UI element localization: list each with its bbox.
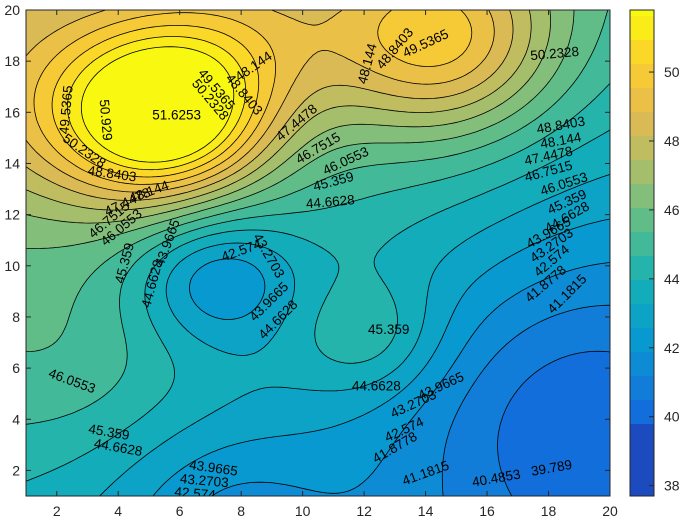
colorbar-ticks: 38 40 42 44 46 48 50: [649, 64, 680, 494]
x-tick-label: 18: [541, 503, 557, 519]
colorbar-tick-label: 50: [664, 64, 680, 80]
contour-label: 42.574: [174, 484, 217, 503]
colorbar: 38 40 42 44 46 48 50: [629, 9, 680, 497]
x-tick-label: 8: [237, 503, 245, 519]
y-axis: 2 4 6 8 10 12 14 16 18 20: [4, 2, 610, 478]
x-tick-label: 6: [176, 503, 184, 519]
contour-line: [26, 10, 495, 193]
contour-line: [497, 350, 610, 496]
x-tick-label: 20: [602, 503, 618, 519]
contour-line: [26, 10, 514, 201]
plot-area: 51.6253 50.929 50.2328 49.5365 48.8403 48.144…: [26, 10, 610, 503]
contour-label: 44.6628: [352, 379, 401, 394]
contour-line: [441, 304, 610, 496]
contour-line: [26, 10, 551, 224]
y-tick-label: 6: [12, 360, 20, 376]
contour-line: [211, 262, 610, 496]
y-tick-label: 12: [4, 207, 20, 223]
colorbar-tick-label: 38: [664, 478, 680, 494]
contour-line: [33, 10, 473, 185]
colorbar-tick-label: 42: [664, 340, 680, 356]
y-tick-label: 14: [4, 155, 20, 171]
contour-line: [152, 218, 610, 496]
y-tick-label: 20: [4, 2, 20, 18]
colorbar-tick-label: 44: [664, 271, 680, 287]
contour-line: [67, 36, 247, 171]
x-tick-label: 4: [114, 503, 122, 519]
contour-line: [80, 46, 235, 163]
x-axis: 2 4 6 8 10 12 14 16 18 20: [53, 10, 618, 519]
contour-label: 50.929: [97, 99, 116, 141]
contour-line: [26, 10, 575, 249]
x-tick-label: 2: [53, 503, 61, 519]
contour-label: 50.2328: [530, 44, 580, 63]
y-tick-label: 16: [4, 104, 20, 120]
colorbar-fill: [630, 10, 654, 496]
contour-fill: [26, 10, 610, 496]
contour-label: 51.6253: [152, 107, 201, 122]
colorbar-tick-label: 48: [664, 133, 680, 149]
plot-frame: [25, 9, 611, 497]
colorbar-tick-label: 40: [664, 409, 680, 425]
contour-label: 49.5365: [56, 85, 75, 135]
contour-label: 43.9665: [188, 457, 238, 479]
contour-line: [99, 174, 610, 496]
contour-line: [26, 129, 610, 482]
y-tick-label: 10: [4, 258, 20, 274]
x-tick-label: 14: [418, 503, 434, 519]
y-tick-label: 18: [4, 53, 20, 69]
x-tick-label: 10: [295, 503, 311, 519]
contour-label: 48.8403: [87, 163, 137, 185]
x-tick-label: 16: [479, 503, 495, 519]
contour-line: [26, 10, 532, 211]
contour-label: 39.789: [530, 457, 573, 479]
contour-line: [26, 83, 610, 425]
y-tick-label: 2: [12, 462, 20, 478]
colorbar-tick-label: 46: [664, 202, 680, 218]
contour-label: 45.359: [87, 421, 130, 443]
contour-lines: [26, 10, 610, 496]
contour-label: 45.359: [368, 322, 409, 337]
contour-label: 44.6628: [305, 192, 355, 211]
contour-line: [26, 10, 609, 352]
y-tick-label: 8: [12, 309, 20, 325]
colorbar-frame: [629, 9, 655, 497]
contour-label: 48.144: [539, 129, 583, 151]
x-tick-label: 12: [356, 503, 372, 519]
y-tick-label: 4: [12, 411, 20, 427]
contour-label: 43.2703: [179, 471, 229, 490]
contour-line: [51, 25, 260, 178]
